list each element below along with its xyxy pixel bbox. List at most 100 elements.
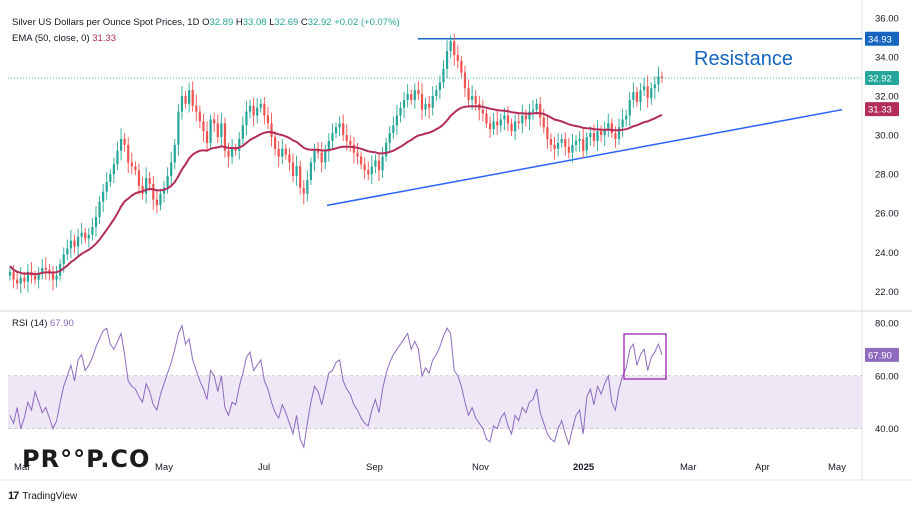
candle-body bbox=[438, 82, 441, 91]
candle-body bbox=[195, 105, 198, 112]
rsi-band-fill bbox=[8, 375, 862, 429]
candle-body bbox=[91, 226, 94, 235]
candle-body bbox=[8, 271, 12, 276]
legend-rsi[interactable]: RSI (14) 67.90 bbox=[12, 318, 74, 329]
candle-body bbox=[327, 140, 330, 151]
candle-body bbox=[159, 193, 162, 206]
candle-body bbox=[381, 156, 384, 171]
candle-body bbox=[177, 111, 180, 145]
candle-body bbox=[553, 144, 556, 149]
rsi-line bbox=[9, 323, 663, 449]
candle-body bbox=[549, 138, 553, 145]
candle-body bbox=[417, 90, 420, 95]
ohlc-high-label: H bbox=[235, 17, 243, 28]
candle-body bbox=[252, 105, 255, 116]
candle-body bbox=[564, 138, 567, 147]
candle-body bbox=[349, 140, 352, 145]
candle-body bbox=[184, 96, 187, 104]
price-tick-label: 26.00 bbox=[875, 209, 899, 220]
candle-body bbox=[223, 123, 227, 151]
candle-body bbox=[496, 121, 499, 126]
candle-body bbox=[66, 248, 69, 255]
rsi-band bbox=[8, 375, 862, 429]
candle-body bbox=[646, 86, 649, 98]
candle-body bbox=[331, 133, 334, 141]
support-trendline[interactable] bbox=[326, 108, 843, 207]
candle-body bbox=[610, 123, 613, 134]
candle-body bbox=[514, 121, 517, 132]
candle-body bbox=[474, 96, 477, 104]
candle-body bbox=[531, 109, 535, 112]
candle-body bbox=[621, 119, 624, 128]
candle-body bbox=[76, 236, 80, 247]
candle-body bbox=[632, 92, 635, 100]
candle-body bbox=[424, 103, 427, 110]
candle-body bbox=[173, 144, 176, 163]
candle-body bbox=[492, 121, 495, 130]
candle-body bbox=[342, 123, 345, 136]
candle-body bbox=[377, 160, 381, 171]
candle-body bbox=[238, 138, 241, 151]
rsi-axis[interactable]: 40.00 60.00 80.00 bbox=[875, 318, 899, 435]
candle-body bbox=[102, 191, 105, 202]
candle-body bbox=[560, 138, 563, 143]
candle-body bbox=[460, 60, 463, 73]
candle-body bbox=[642, 86, 646, 91]
time-axis[interactable]: Mar May Jul Sep Nov 2025 Mar Apr May bbox=[14, 462, 846, 473]
candle-body bbox=[313, 150, 316, 163]
candle-body bbox=[37, 273, 40, 280]
candle-body bbox=[130, 162, 133, 167]
candle-body bbox=[488, 123, 492, 130]
time-tick-label: Apr bbox=[755, 462, 770, 473]
candle-body bbox=[589, 133, 592, 138]
candle-body bbox=[198, 111, 201, 122]
candle-body bbox=[295, 166, 298, 177]
candle-body bbox=[557, 142, 560, 149]
candle-body bbox=[571, 144, 574, 153]
time-tick-label: May bbox=[828, 462, 846, 473]
candle-body bbox=[299, 166, 302, 188]
candle-body bbox=[510, 123, 513, 132]
candle-body bbox=[517, 121, 520, 124]
resistance-line[interactable]: Resistance bbox=[418, 38, 862, 70]
watermark-logo: PR°°P.CO bbox=[22, 445, 151, 473]
candle-body bbox=[62, 254, 65, 265]
candle-body bbox=[449, 41, 452, 52]
candle-body bbox=[277, 148, 280, 157]
candle-body bbox=[209, 119, 212, 143]
candle-body bbox=[639, 90, 642, 102]
candle-body bbox=[435, 90, 438, 97]
tradingview-attribution[interactable]: 17 TradingView bbox=[8, 490, 77, 502]
trendline-path bbox=[326, 108, 843, 207]
rsi-highlight-box[interactable] bbox=[623, 333, 667, 380]
candle-body bbox=[521, 115, 524, 124]
candle-body bbox=[105, 181, 108, 192]
ema-line bbox=[9, 105, 663, 276]
candle-body bbox=[112, 164, 115, 175]
candle-body bbox=[463, 72, 467, 89]
legend-ema[interactable]: EMA (50, close, 0) 31.33 bbox=[12, 33, 116, 44]
legend-main: Silver US Dollars per Ounce Spot Prices,… bbox=[12, 17, 400, 28]
candle-body bbox=[281, 148, 284, 157]
candle-body bbox=[657, 76, 660, 85]
candle-body bbox=[542, 117, 545, 128]
candle-body bbox=[410, 94, 413, 100]
price-axis[interactable]: 22.00 24.00 26.00 28.00 30.00 32.00 34.00 36.00 bbox=[875, 13, 899, 298]
candle-body bbox=[578, 138, 581, 141]
time-tick-label: Mar bbox=[680, 462, 696, 473]
candle-body bbox=[270, 123, 273, 138]
candle-body bbox=[607, 123, 610, 130]
candle-body bbox=[334, 127, 338, 134]
candle-body bbox=[55, 275, 58, 280]
candle-body bbox=[574, 140, 578, 145]
candle-body bbox=[467, 88, 470, 100]
candle-body bbox=[127, 144, 130, 163]
candle-body bbox=[26, 271, 30, 282]
price-tick-label: 22.00 bbox=[875, 287, 899, 298]
candle-body bbox=[137, 170, 141, 186]
symbol-title[interactable]: Silver US Dollars per Ounce Spot Prices,… bbox=[12, 17, 200, 28]
candle-body bbox=[374, 160, 377, 167]
ohlc-low-label: L bbox=[269, 17, 275, 28]
candle-body bbox=[123, 138, 126, 145]
